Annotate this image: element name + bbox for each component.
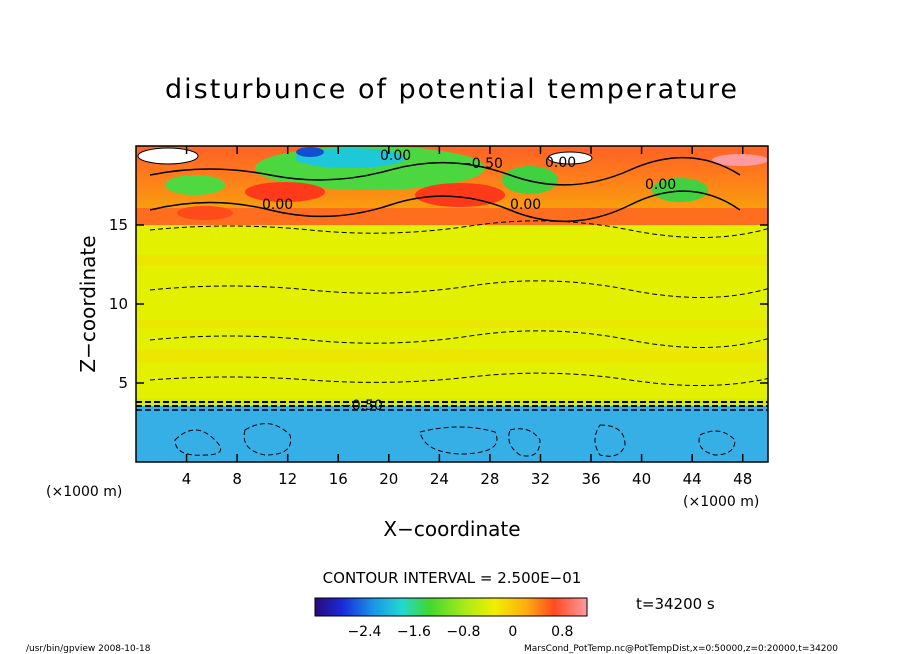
contour-loop-5 xyxy=(594,424,626,457)
blue-spot xyxy=(296,147,324,157)
contour-interval: CONTOUR INTERVAL = 2.500E−01 xyxy=(323,569,582,587)
layer-1 xyxy=(136,225,768,406)
y-axis-label: Z−coordinate xyxy=(76,235,100,372)
x-unit-right: (×1000 m) xyxy=(683,494,759,510)
contour-features xyxy=(136,146,768,457)
contour-upper-2 xyxy=(149,156,741,186)
y-tick-label: 5 xyxy=(118,374,128,392)
contour-label: −0.50 xyxy=(460,156,503,172)
contour-dashed-3 xyxy=(149,330,768,348)
contour-loop-6 xyxy=(698,430,736,456)
colorbar xyxy=(314,597,588,617)
yellow-band-3 xyxy=(136,350,768,362)
x-tick-label: 20 xyxy=(379,470,398,488)
colorbar-tick-label: 0 xyxy=(508,624,517,640)
green-anomaly-left xyxy=(165,175,225,195)
y-axis: 5 10 15 xyxy=(109,216,768,392)
layer-0 xyxy=(136,405,768,462)
yellow-band-2 xyxy=(136,320,768,328)
contour-label: −0.50 xyxy=(340,398,383,414)
x-axis: 4 8 12 16 20 24 28 32 36 40 44 48 xyxy=(182,146,752,488)
contour-label-group: 0.00 0.00 −0.50 0.00 −0.50 0.00 0.00 xyxy=(262,148,676,414)
contour-loop-4 xyxy=(508,428,541,457)
x-tick-label: 16 xyxy=(329,470,348,488)
chart-title: disturbunce of potential temperature xyxy=(165,74,739,105)
colorbar-tick-label: 0.8 xyxy=(551,624,573,640)
x-tick-label: 44 xyxy=(683,470,702,488)
contour-label: 0.00 xyxy=(380,148,411,164)
x-tick-label: 8 xyxy=(232,470,242,488)
footer-left: /usr/bin/gpview 2008-10-18 xyxy=(26,644,151,654)
contour-upper-1 xyxy=(149,190,741,223)
yellow-band-1 xyxy=(136,255,768,265)
contour-loop-2 xyxy=(243,423,292,456)
x-tick-label: 40 xyxy=(632,470,651,488)
red-anomaly-lower-left xyxy=(177,206,233,220)
contour-dashed-1 xyxy=(149,220,768,238)
x-tick-label: 24 xyxy=(430,470,449,488)
green-anomaly-far-right xyxy=(652,178,708,202)
colorbar-tick-label: −0.8 xyxy=(446,624,480,640)
contour-loop-3 xyxy=(419,426,498,455)
red-anomaly-left xyxy=(245,182,325,202)
x-tick-label: 4 xyxy=(182,470,192,488)
x-tick-label: 28 xyxy=(480,470,499,488)
x-axis-label: X−coordinate xyxy=(383,517,520,541)
time-label: t=34200 s xyxy=(636,595,715,613)
contour-label: 0.00 xyxy=(510,197,541,213)
contour-label: 0.00 xyxy=(545,155,576,171)
y-tick-label: 15 xyxy=(109,216,128,234)
contour-label: 0.00 xyxy=(262,197,293,213)
white-max-left xyxy=(137,147,199,165)
pink-max-right xyxy=(712,154,768,166)
green-anomaly-right xyxy=(502,166,558,194)
contour-label: 0.00 xyxy=(645,177,676,193)
x-unit-left: (×1000 m) xyxy=(46,484,122,500)
footer-right: MarsCond_PotTemp.nc@PotTempDist,x=0:5000… xyxy=(524,644,838,654)
white-max-right xyxy=(547,151,593,165)
contour-dashed-2 xyxy=(149,280,768,298)
x-tick-label: 12 xyxy=(278,470,297,488)
contour-loop-1 xyxy=(174,429,222,456)
colorbar-tick-label: −2.4 xyxy=(347,624,381,640)
x-tick-label: 32 xyxy=(531,470,550,488)
contour-dashed-4 xyxy=(149,372,768,386)
y-tick-label: 10 xyxy=(109,295,128,313)
colorbar-tick-label: −1.6 xyxy=(397,624,431,640)
x-tick-label: 48 xyxy=(733,470,752,488)
colorbar-ticks: −2.4 −1.6 −0.8 0 0.8 xyxy=(347,624,573,640)
x-tick-label: 36 xyxy=(581,470,600,488)
